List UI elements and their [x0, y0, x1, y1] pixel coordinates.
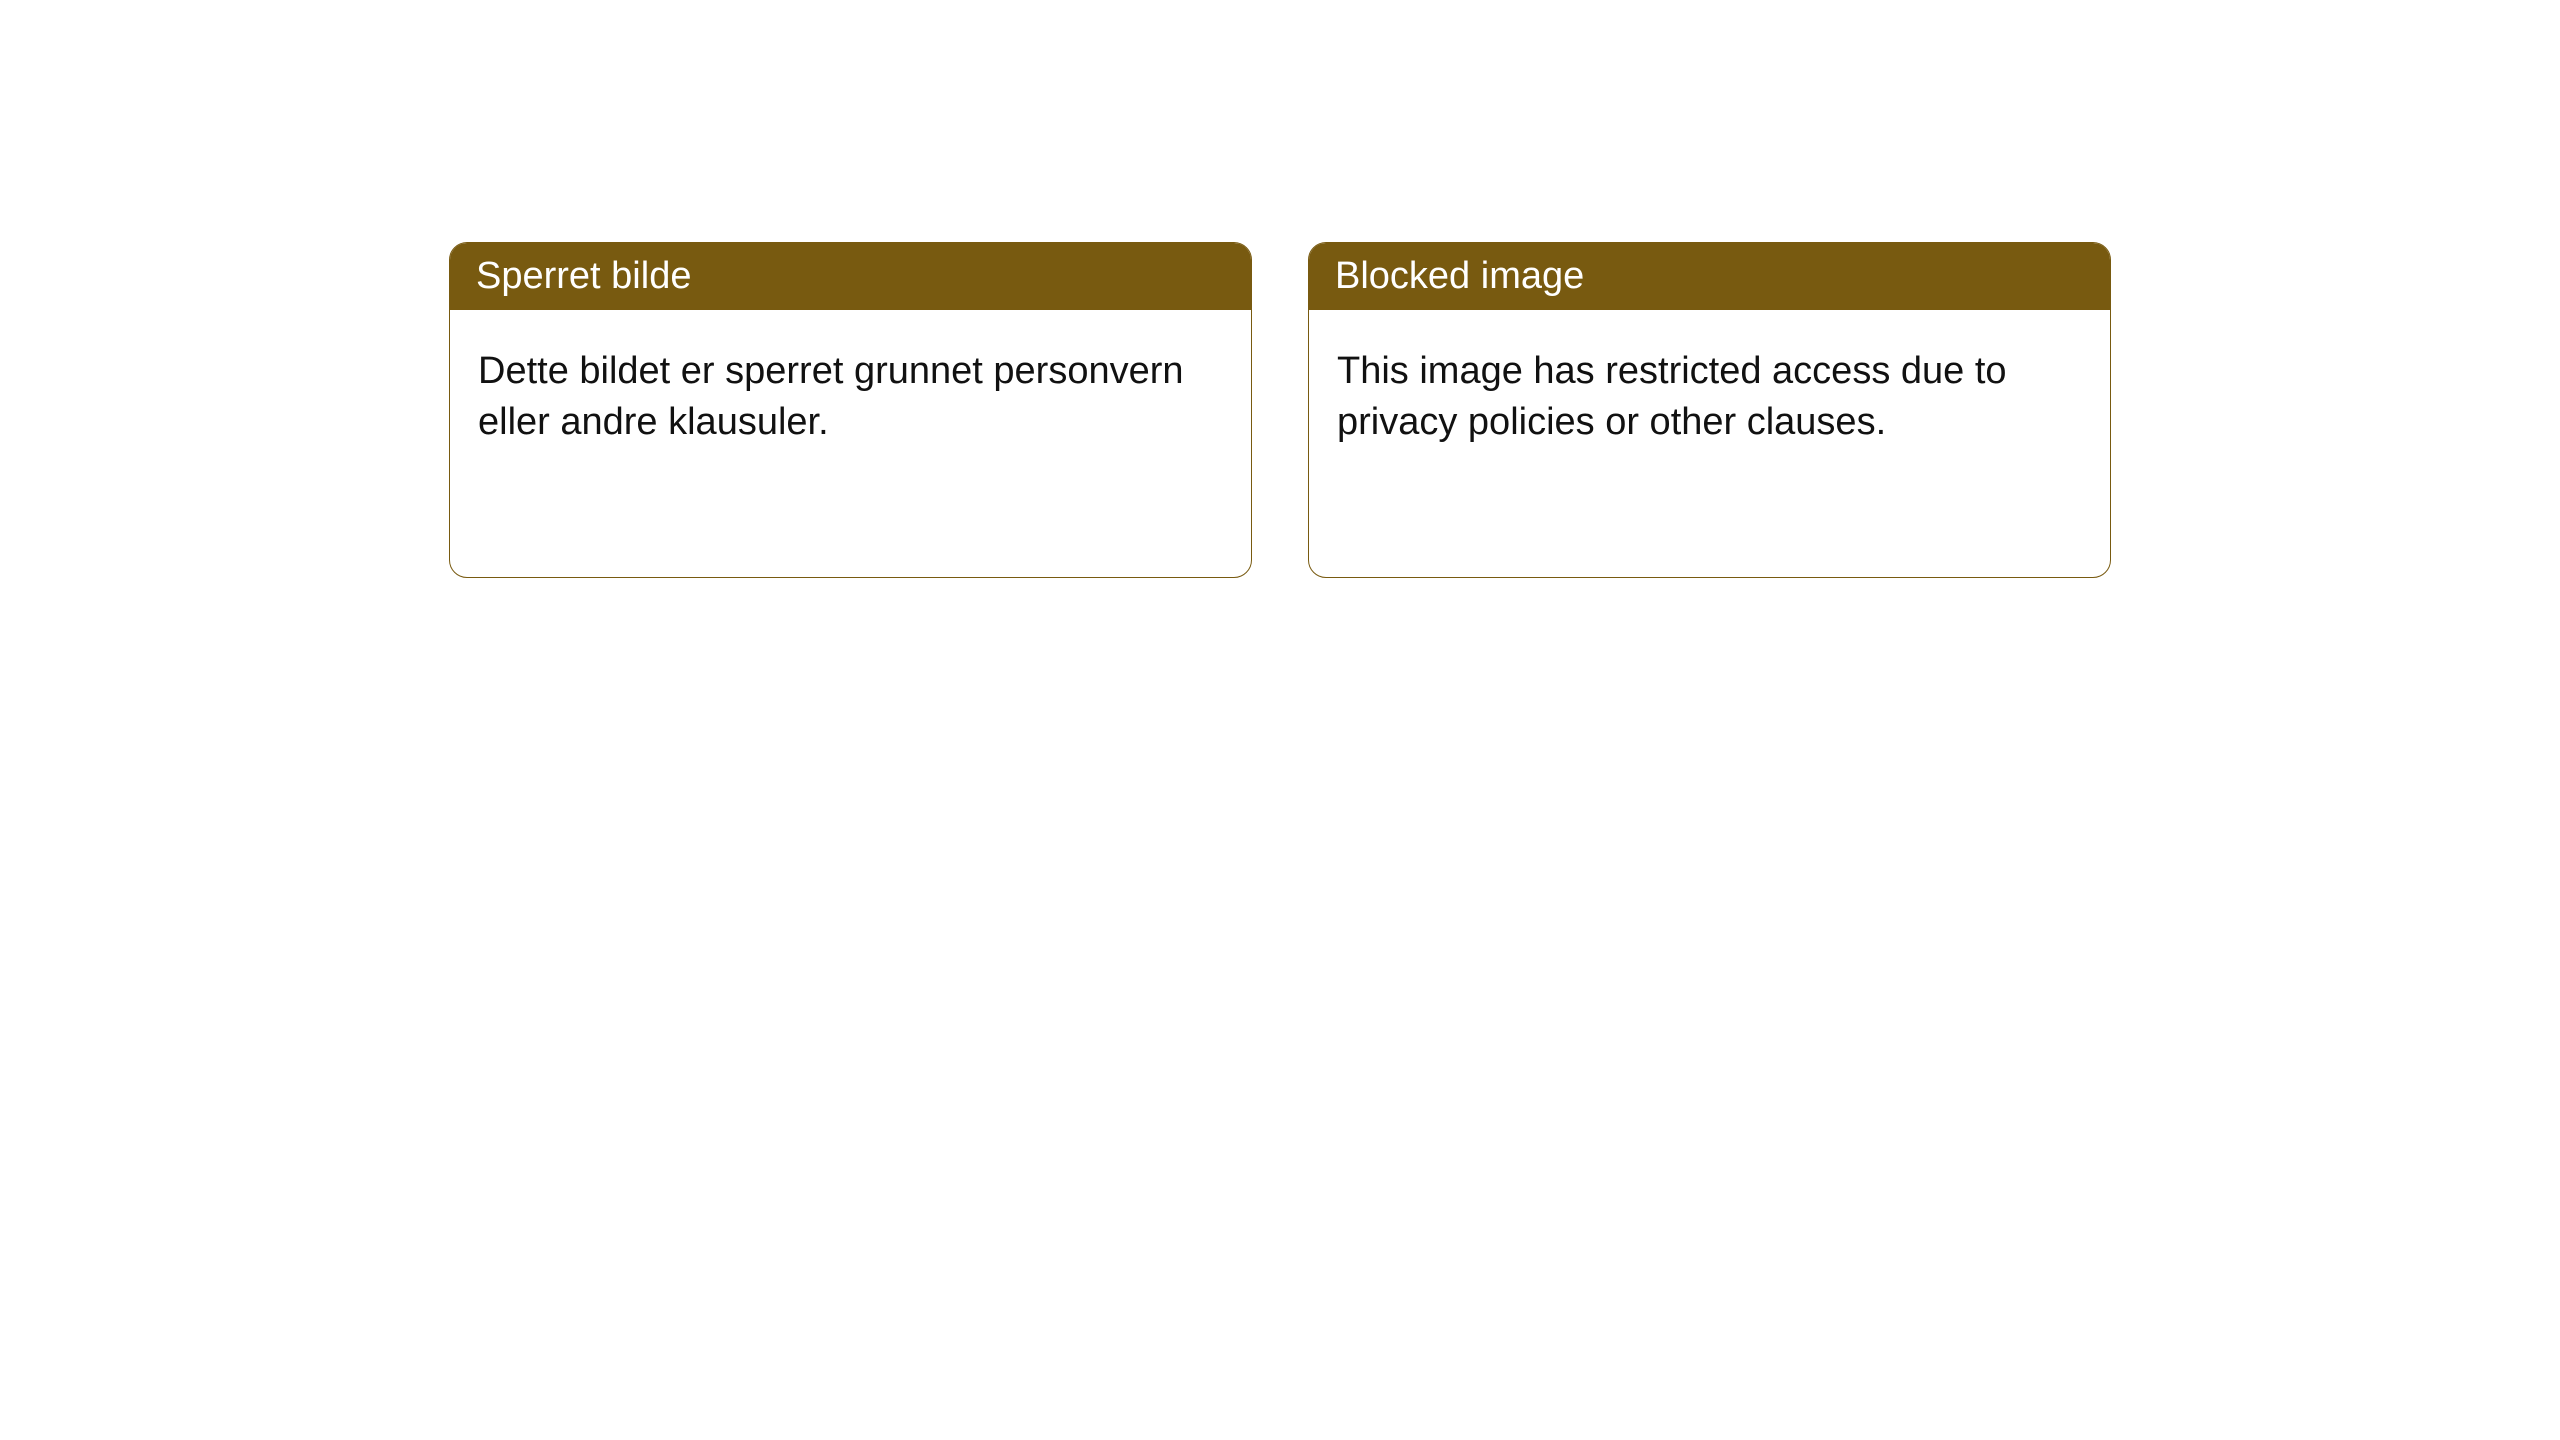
notice-card-english: Blocked image This image has restricted … — [1308, 242, 2111, 578]
notice-title: Blocked image — [1309, 243, 2110, 310]
notice-body: This image has restricted access due to … — [1309, 310, 2110, 485]
notice-container: Sperret bilde Dette bildet er sperret gr… — [0, 242, 2560, 578]
notice-body: Dette bildet er sperret grunnet personve… — [450, 310, 1251, 485]
notice-title: Sperret bilde — [450, 243, 1251, 310]
notice-card-norwegian: Sperret bilde Dette bildet er sperret gr… — [449, 242, 1252, 578]
